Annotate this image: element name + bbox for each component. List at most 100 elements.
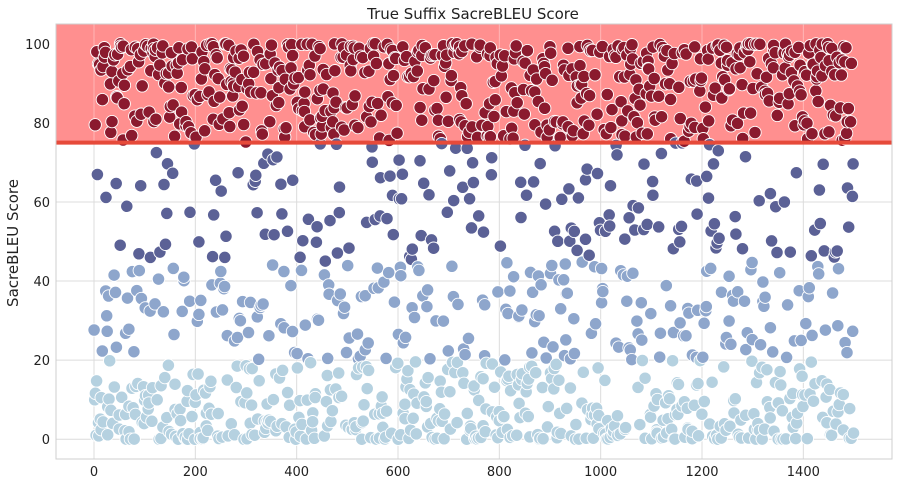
data-point xyxy=(728,392,742,406)
data-point xyxy=(145,414,159,428)
data-point xyxy=(560,401,574,416)
data-point xyxy=(229,380,243,395)
data-point xyxy=(759,70,774,84)
plot-area: 0 200 400 600 800 1000 1200 1400 0 20 40 60 80 100 xyxy=(25,23,893,480)
data-point xyxy=(764,234,779,248)
data-point xyxy=(705,375,719,389)
data-point xyxy=(487,380,502,394)
data-point xyxy=(410,64,424,78)
data-point xyxy=(729,227,743,241)
data-point xyxy=(643,410,658,424)
data-point xyxy=(157,177,171,192)
data-point xyxy=(753,37,767,51)
data-point xyxy=(391,356,405,370)
y-tick-label: 0 xyxy=(42,433,50,448)
data-point xyxy=(280,385,295,400)
data-point xyxy=(426,241,441,255)
data-point xyxy=(811,94,825,109)
data-point xyxy=(364,115,378,129)
data-point xyxy=(100,309,114,323)
data-point xyxy=(427,73,441,88)
x-tick-label: 1000 xyxy=(584,465,617,480)
data-point xyxy=(394,269,408,283)
data-point xyxy=(236,49,251,63)
data-point xyxy=(800,431,814,446)
data-point xyxy=(753,338,768,352)
data-point xyxy=(722,269,736,283)
data-point xyxy=(419,394,433,409)
data-point xyxy=(476,225,491,239)
data-point xyxy=(812,183,827,197)
data-point xyxy=(218,250,232,265)
data-point xyxy=(561,41,575,55)
data-point xyxy=(290,361,305,375)
data-point xyxy=(458,347,472,362)
data-point xyxy=(191,367,205,381)
data-point xyxy=(183,294,197,308)
data-point xyxy=(125,128,139,143)
data-point xyxy=(132,263,146,278)
data-point xyxy=(673,316,687,330)
data-point xyxy=(567,346,582,361)
data-point xyxy=(526,175,541,189)
data-point xyxy=(267,228,281,242)
data-point xyxy=(654,110,669,124)
chart-title: True Suffix SacreBLEU Score xyxy=(366,5,579,23)
data-point xyxy=(698,100,713,114)
data-point xyxy=(149,145,164,160)
data-point xyxy=(205,249,220,264)
data-point xyxy=(647,71,661,86)
data-point xyxy=(816,157,830,171)
data-point xyxy=(694,71,709,85)
data-point xyxy=(301,212,316,226)
data-point xyxy=(344,64,358,78)
data-point xyxy=(696,350,710,364)
data-point xyxy=(582,88,597,103)
data-point xyxy=(488,93,502,107)
data-point xyxy=(441,344,455,358)
data-point xyxy=(723,419,737,433)
data-point xyxy=(135,79,149,93)
data-point xyxy=(451,297,465,312)
data-point xyxy=(447,193,461,208)
data-point xyxy=(166,261,180,276)
data-point xyxy=(514,210,528,225)
data-point xyxy=(285,324,300,339)
data-point xyxy=(255,127,269,141)
x-tick-label: 800 xyxy=(487,465,512,480)
data-point xyxy=(484,168,499,182)
data-point xyxy=(633,98,647,112)
data-point xyxy=(752,194,766,208)
data-point xyxy=(254,86,268,100)
data-point xyxy=(822,125,836,139)
data-point xyxy=(690,207,704,221)
data-point xyxy=(149,112,163,126)
data-point xyxy=(598,373,612,388)
data-point xyxy=(173,413,188,428)
data-point xyxy=(510,96,524,110)
data-point xyxy=(485,151,499,165)
data-point xyxy=(461,331,476,346)
data-point xyxy=(783,245,797,259)
data-point xyxy=(107,380,121,394)
data-point xyxy=(485,357,499,371)
data-point xyxy=(122,322,136,336)
data-point xyxy=(646,188,660,202)
data-point xyxy=(272,95,286,110)
data-point xyxy=(812,267,826,281)
data-point xyxy=(577,69,591,84)
data-point xyxy=(389,98,403,113)
data-point xyxy=(770,108,784,123)
data-point xyxy=(567,312,581,326)
data-point xyxy=(704,261,718,276)
data-point xyxy=(780,298,795,312)
data-point xyxy=(653,326,668,340)
data-point xyxy=(361,363,376,378)
data-point xyxy=(538,197,553,211)
data-point xyxy=(673,111,687,126)
data-point xyxy=(818,323,833,337)
data-point xyxy=(615,114,629,128)
data-point xyxy=(758,290,772,304)
data-point xyxy=(697,316,711,330)
data-point xyxy=(117,78,132,92)
